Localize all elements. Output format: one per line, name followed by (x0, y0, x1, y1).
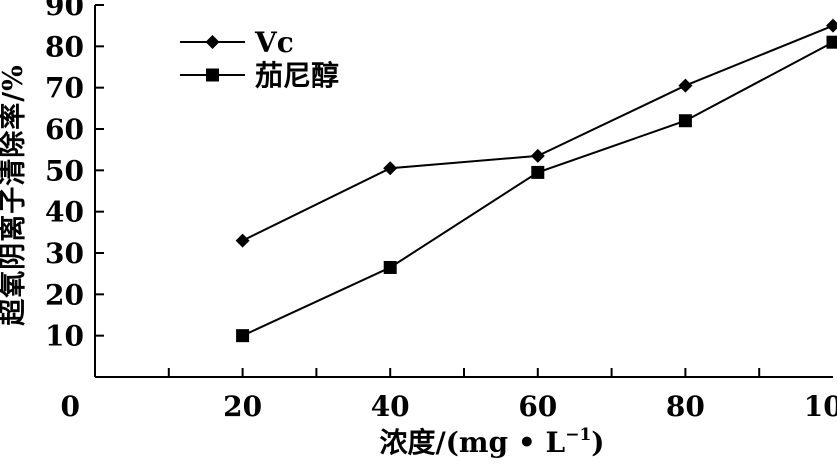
x-tick-label: 60 (518, 390, 557, 423)
y-tick-label: 0 (61, 390, 80, 423)
axes (95, 5, 833, 377)
data-point-series-2 (531, 166, 544, 179)
x-tick-label: 80 (666, 390, 705, 423)
data-point-series-1 (383, 161, 397, 175)
x-tick-label: 20 (223, 390, 262, 423)
y-tick-label: 30 (45, 237, 84, 270)
x-axis-title-close: ) (591, 426, 604, 459)
data-point-series-1 (826, 19, 837, 33)
y-tick-label: 60 (45, 113, 84, 146)
x-axis-title-main: 浓度/(mg • L (379, 426, 565, 459)
data-point-series-2 (827, 36, 837, 49)
data-point-series-1 (531, 149, 545, 163)
y-tick-label: 20 (45, 278, 84, 311)
y-tick-label: 10 (45, 320, 84, 353)
legend-marker (206, 35, 220, 49)
y-tick-label: 70 (45, 72, 84, 105)
y-tick-label: 40 (45, 196, 84, 229)
data-point-series-2 (384, 261, 397, 274)
y-tick-label: 80 (45, 30, 84, 63)
series-line-1 (243, 26, 833, 241)
data-point-series-2 (236, 329, 249, 342)
data-point-series-2 (679, 114, 692, 127)
legend-label: 茄尼醇 (255, 59, 339, 92)
x-axis-title: 浓度/(mg • L−1) (379, 425, 604, 459)
data-point-series-1 (236, 234, 250, 248)
y-tick-label: 90 (45, 0, 84, 22)
x-tick-label: 100 (804, 390, 837, 423)
y-axis-title: 超氧阴离子清除率/% (0, 64, 29, 326)
y-tick-label: 50 (45, 154, 84, 187)
x-axis-title-sup: −1 (565, 425, 591, 445)
data-point-series-1 (678, 79, 692, 93)
x-tick-label: 40 (371, 390, 410, 423)
legend-label: Vc (254, 26, 294, 59)
legend-marker (206, 69, 219, 82)
